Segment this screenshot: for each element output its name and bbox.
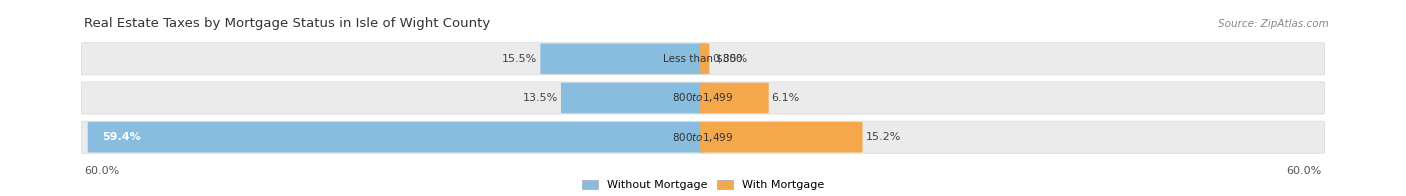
FancyBboxPatch shape [540,44,706,74]
FancyBboxPatch shape [700,122,862,152]
Text: 15.5%: 15.5% [502,54,537,64]
Text: $800 to $1,499: $800 to $1,499 [672,92,734,104]
Text: 13.5%: 13.5% [523,93,558,103]
Text: Real Estate Taxes by Mortgage Status in Isle of Wight County: Real Estate Taxes by Mortgage Status in … [84,17,491,30]
FancyBboxPatch shape [700,44,710,74]
Text: 59.4%: 59.4% [101,132,141,142]
Text: $800 to $1,499: $800 to $1,499 [672,131,734,144]
FancyBboxPatch shape [87,122,706,152]
FancyBboxPatch shape [82,43,1324,75]
Text: 15.2%: 15.2% [865,132,901,142]
FancyBboxPatch shape [82,121,1324,153]
FancyBboxPatch shape [82,82,1324,114]
Text: 6.1%: 6.1% [772,93,800,103]
FancyBboxPatch shape [561,83,706,113]
Text: 60.0%: 60.0% [84,165,120,176]
Text: 0.35%: 0.35% [713,54,748,64]
Text: Source: ZipAtlas.com: Source: ZipAtlas.com [1218,18,1329,29]
FancyBboxPatch shape [700,83,769,113]
Legend: Without Mortgage, With Mortgage: Without Mortgage, With Mortgage [582,180,824,191]
Text: 60.0%: 60.0% [1286,165,1322,176]
Text: Less than $800: Less than $800 [664,54,742,64]
